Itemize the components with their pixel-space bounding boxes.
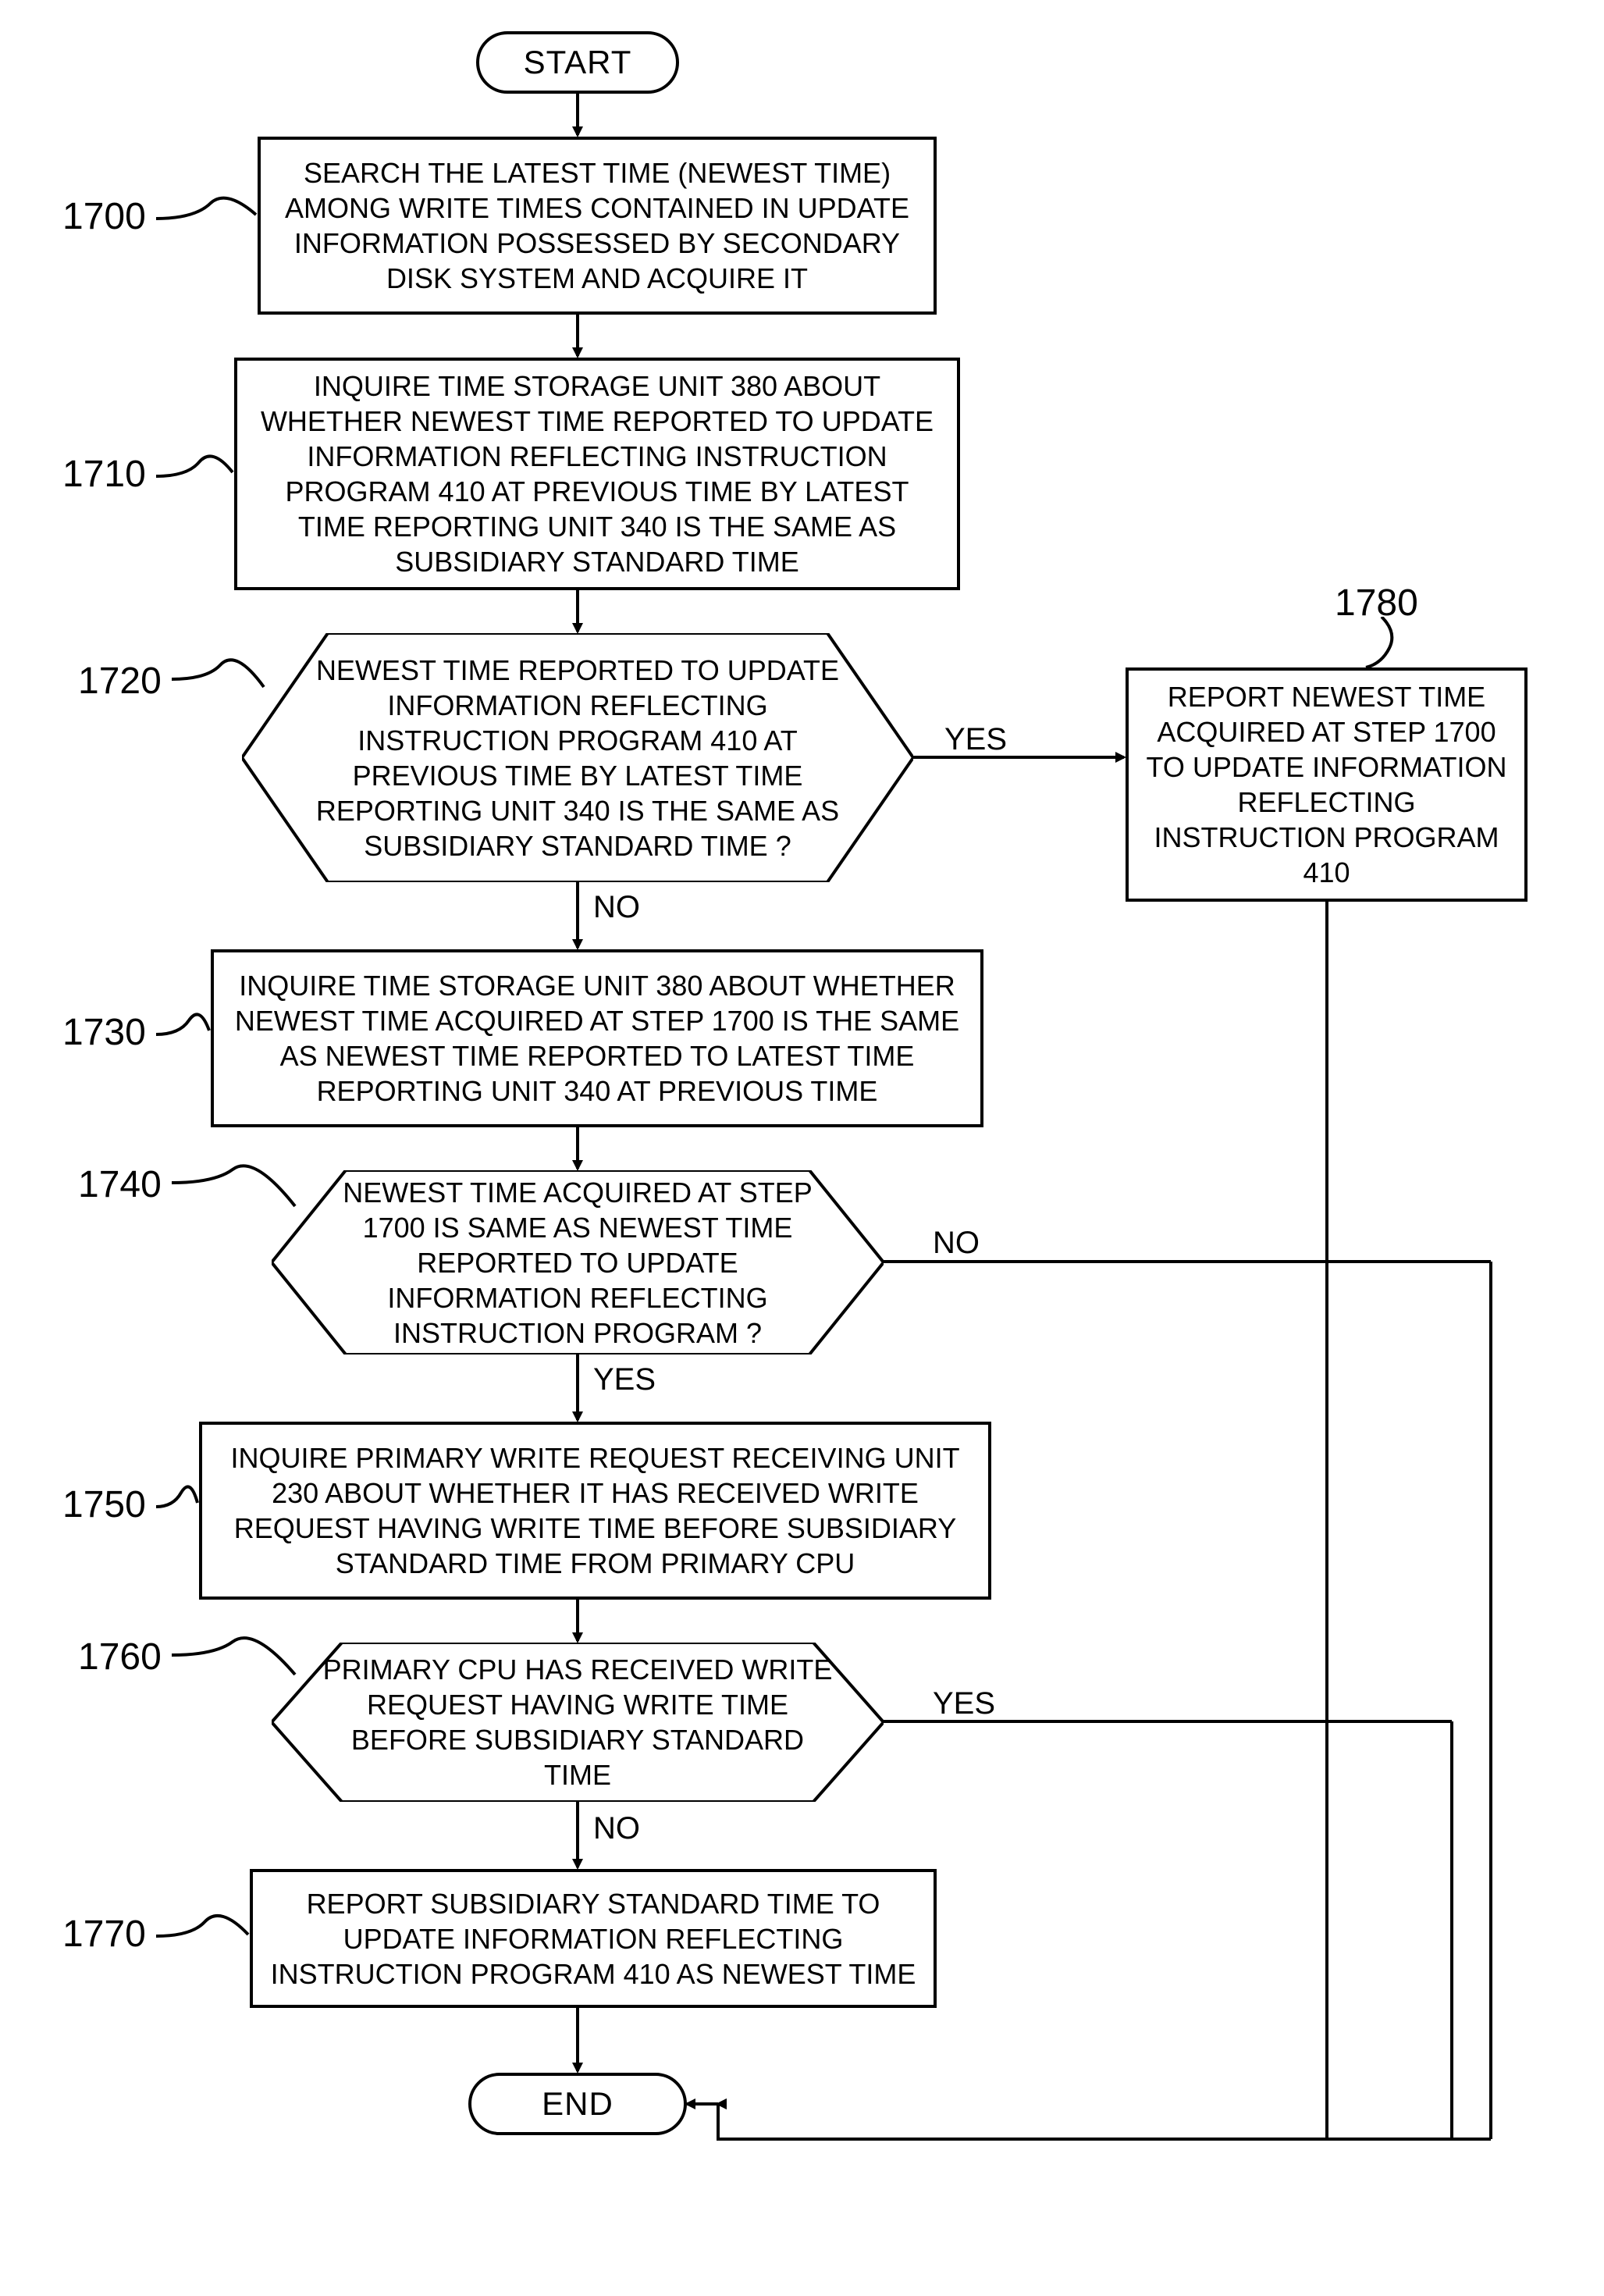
leader-1730: [156, 1011, 211, 1058]
label-1720-yes: YES: [944, 722, 1007, 757]
ref-1730: 1730: [62, 1011, 146, 1054]
process-1750-text: INQUIRE PRIMARY WRITE REQUEST RECEIVING …: [218, 1440, 973, 1581]
ref-1700: 1700: [62, 195, 146, 238]
process-1780-text: REPORT NEWEST TIME ACQUIRED AT STEP 1700…: [1144, 679, 1509, 890]
leader-1780: [1358, 617, 1421, 671]
process-1730: INQUIRE TIME STORAGE UNIT 380 ABOUT WHET…: [211, 949, 983, 1127]
process-1700-text: SEARCH THE LATEST TIME (NEWEST TIME) AMO…: [276, 155, 918, 296]
ref-1750: 1750: [62, 1483, 146, 1526]
leader-1770: [156, 1913, 250, 1960]
label-1720-no: NO: [593, 890, 640, 925]
decision-1760: PRIMARY CPU HAS RECEIVED WRITE REQUEST H…: [272, 1643, 884, 1802]
process-1770-text: REPORT SUBSIDIARY STANDARD TIME TO UPDAT…: [269, 1886, 918, 1992]
ref-1710: 1710: [62, 453, 146, 496]
ref-1720: 1720: [78, 660, 162, 703]
label-1760-no: NO: [593, 1811, 640, 1846]
process-1780: REPORT NEWEST TIME ACQUIRED AT STEP 1700…: [1126, 667, 1528, 902]
decision-1760-text: PRIMARY CPU HAS RECEIVED WRITE REQUEST H…: [272, 1652, 884, 1792]
decision-1740: NEWEST TIME ACQUIRED AT STEP 1700 IS SAM…: [272, 1170, 884, 1354]
process-1770: REPORT SUBSIDIARY STANDARD TIME TO UPDAT…: [250, 1869, 937, 2008]
label-1760-yes: YES: [933, 1686, 995, 1721]
leader-1710: [156, 453, 234, 500]
decision-1720-text: NEWEST TIME REPORTED TO UPDATE INFORMATI…: [242, 653, 913, 863]
process-1710: INQUIRE TIME STORAGE UNIT 380 ABOUT WHET…: [234, 358, 960, 590]
flowchart-canvas: START SEARCH THE LATEST TIME (NEWEST TIM…: [31, 31, 1573, 2265]
terminal-end: END: [468, 2073, 687, 2135]
terminal-start: START: [476, 31, 679, 94]
ref-1770: 1770: [62, 1913, 146, 1956]
decision-1720: NEWEST TIME REPORTED TO UPDATE INFORMATI…: [242, 633, 913, 882]
process-1750: INQUIRE PRIMARY WRITE REQUEST RECEIVING …: [199, 1422, 991, 1600]
terminal-end-text: END: [542, 2085, 614, 2123]
leader-1700: [156, 195, 258, 242]
decision-1740-text: NEWEST TIME ACQUIRED AT STEP 1700 IS SAM…: [272, 1175, 884, 1351]
label-1740-yes: YES: [593, 1362, 656, 1397]
process-1730-text: INQUIRE TIME STORAGE UNIT 380 ABOUT WHET…: [229, 968, 965, 1109]
process-1710-text: INQUIRE TIME STORAGE UNIT 380 ABOUT WHET…: [253, 368, 941, 579]
terminal-start-text: START: [524, 44, 632, 81]
ref-1740: 1740: [78, 1163, 162, 1206]
ref-1760: 1760: [78, 1636, 162, 1678]
process-1700: SEARCH THE LATEST TIME (NEWEST TIME) AMO…: [258, 137, 937, 315]
leader-1750: [156, 1483, 199, 1530]
label-1740-no: NO: [933, 1226, 980, 1261]
